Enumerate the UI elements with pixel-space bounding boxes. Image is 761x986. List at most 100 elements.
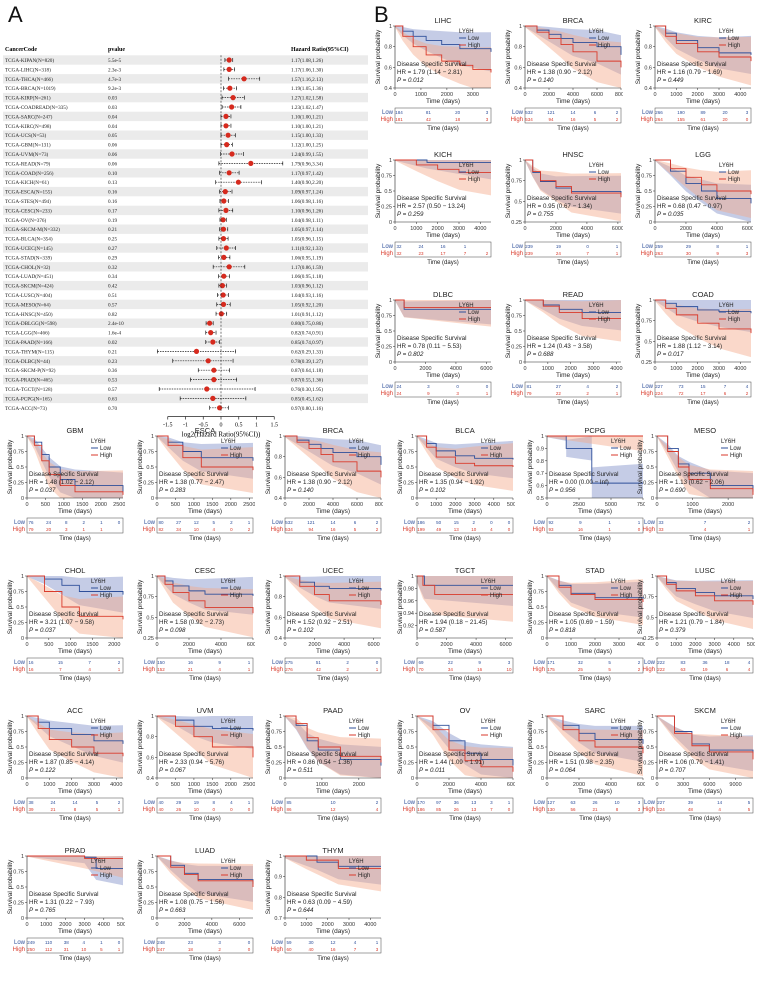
- row-hr: 1.05(0.96,1.15): [291, 236, 323, 243]
- km-plot-prad-28: PRAD00.250.50.751010002000300040005000Su…: [7, 846, 125, 962]
- km-line-high: [157, 435, 254, 471]
- y-tick-label: 0.5: [406, 465, 414, 471]
- km-plot-blca-13: BLCA00.250.50.751010002000300040005000Su…: [397, 426, 515, 542]
- row-hr: 1.10(1.00,1.21): [291, 123, 323, 130]
- risk-high-value: 7: [354, 947, 357, 952]
- hr-point: [226, 57, 232, 63]
- legend-high-label: High: [730, 453, 742, 459]
- row-pvalue: 0.19: [108, 218, 117, 224]
- y-tick-label: 0.8: [274, 595, 282, 601]
- hr-point: [223, 113, 229, 119]
- hr-point: [220, 226, 227, 232]
- y-tick-label: 0.25: [533, 621, 544, 627]
- legend-title: LY6H: [719, 29, 734, 35]
- ci-band: [657, 436, 753, 498]
- risk-high-value: 7: [586, 251, 589, 256]
- risk-high-value: 2: [638, 667, 641, 672]
- risk-low-value: 23: [188, 940, 194, 945]
- hr-point: [221, 198, 227, 204]
- risk-low-value: 8: [213, 800, 216, 805]
- risk-high-value: 86: [286, 807, 292, 812]
- risk-low-value: 16: [188, 660, 194, 665]
- legend-high-label: High: [598, 177, 610, 183]
- x-tick-label: 6000: [612, 226, 623, 232]
- km-stats-hr: HR = 1.48 (1.02 − 2.12): [29, 479, 94, 486]
- y-tick-label: 0: [21, 496, 24, 502]
- legend-title: LY6H: [589, 29, 604, 35]
- km-title: BRCA: [323, 426, 344, 435]
- ci-band: [525, 160, 621, 214]
- risk-high-value: 0: [508, 807, 511, 812]
- km-line-low: [285, 855, 381, 867]
- km-title: BRCA: [563, 16, 584, 25]
- row-hr: 0.82(0.74,0.91): [291, 330, 323, 337]
- x-tick-label: 3000: [713, 92, 725, 98]
- x-tick-label: 2000: [543, 92, 555, 98]
- row-pvalue: 0.21: [108, 227, 117, 233]
- risk-table: [654, 381, 752, 398]
- risk-low-value: 2: [638, 660, 641, 665]
- km-stats-title: Disease Specific Survival: [287, 611, 356, 618]
- km-stats-p: P = 0.755: [527, 211, 554, 218]
- hr-point: [207, 320, 213, 326]
- risk-high-value: 16: [330, 947, 336, 952]
- risk-low-value: 1: [638, 520, 641, 525]
- x-tick-label: 1000: [316, 782, 328, 788]
- km-stats-p: P = 0.064: [549, 767, 576, 774]
- km-stats-title: Disease Specific Survival: [657, 61, 726, 68]
- risk-label-high: High: [511, 391, 523, 397]
- risk-high-value: 5: [354, 527, 357, 532]
- hr-point: [220, 292, 226, 298]
- x-tick-label: 0: [393, 92, 396, 98]
- row-band: [3, 168, 368, 178]
- row-hr: 1.27(1.02,1.58): [291, 95, 323, 102]
- risk-high-value: 24: [556, 251, 562, 256]
- legend-low-label: Low: [620, 726, 632, 732]
- x-axis-label: Time (days): [58, 508, 92, 515]
- row-band: [3, 205, 368, 216]
- risk-low-value: 1: [100, 940, 103, 945]
- risk-low-value: 184: [395, 110, 403, 115]
- y-tick-label: 0: [541, 636, 544, 642]
- y-tick-label: 0.25: [511, 220, 522, 226]
- hr-point: [219, 283, 226, 289]
- x-tick-label: 4000: [215, 642, 227, 648]
- risk-label-low: Low: [404, 800, 416, 806]
- risk-label-high: High: [13, 667, 25, 673]
- row-pvalue: 0.63: [108, 396, 117, 402]
- hr-point: [220, 236, 227, 242]
- x-tick-label: 0: [283, 502, 286, 508]
- km-stats-p: P = 0.017: [657, 351, 684, 358]
- legend-high-label: High: [730, 733, 742, 739]
- risk-high-value: 32: [396, 251, 402, 256]
- risk-label-high: High: [511, 251, 523, 257]
- y-tick-label: 1: [651, 574, 654, 580]
- risk-low-value: 110: [45, 940, 53, 945]
- risk-label-high: High: [641, 251, 653, 257]
- x-tick-label: 1500: [206, 782, 218, 788]
- x-tick-label: 0: [415, 642, 418, 648]
- x-tick-label: 6000: [367, 642, 379, 648]
- risk-low-value: 0: [486, 384, 489, 389]
- risk-low-value: 227: [655, 384, 663, 389]
- km-stats-p: P = 0.102: [419, 487, 446, 494]
- row-pvalue: 0.42: [108, 284, 117, 290]
- km-stats-hr: HR = 0.86 (0.54 − 1.36): [287, 759, 352, 766]
- km-title: READ: [563, 290, 584, 299]
- x-tick-label: 4000: [488, 502, 500, 508]
- row-band: [3, 55, 368, 65]
- row-pvalue: 0.51: [108, 293, 117, 299]
- risk-low-value: 16: [440, 244, 446, 249]
- km-title: ESCA: [195, 426, 215, 435]
- risk-low-value: 83: [680, 660, 686, 665]
- y-tick-label: 1: [649, 158, 652, 164]
- row-cancer: TCGA-READ(N=79): [5, 160, 51, 167]
- x-axis-label: Time (days): [316, 648, 350, 655]
- y-tick-label: 0: [279, 776, 282, 782]
- x-axis-label: Time (days): [688, 788, 722, 795]
- y-tick-label: 0.5: [384, 189, 392, 195]
- x-tick-label: 7500: [637, 502, 645, 508]
- x-tick-label: 3000: [713, 366, 725, 372]
- x-tick-label: 1: [255, 423, 258, 429]
